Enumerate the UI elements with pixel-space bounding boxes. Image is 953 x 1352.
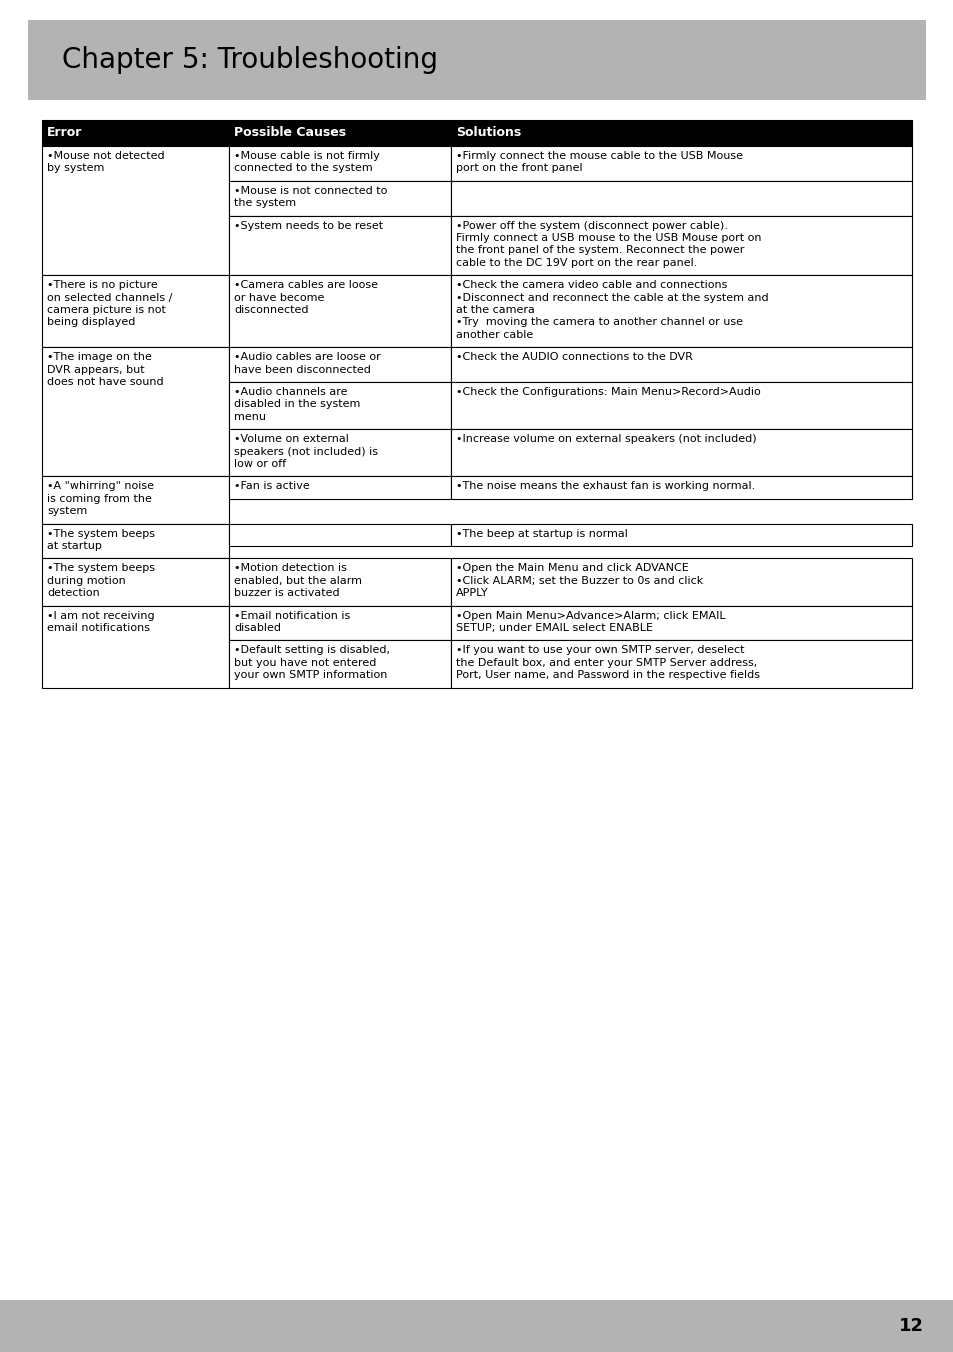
Bar (451, 347, 911, 383)
Bar (229, 523, 451, 546)
Text: Possible Causes: Possible Causes (233, 127, 346, 139)
Bar (0, 1301, 953, 1352)
Text: •Fan is active: •Fan is active (233, 481, 310, 491)
Text: •Mouse cable is not firmly
connected to the system: •Mouse cable is not firmly connected to … (233, 151, 379, 173)
Bar (229, 181, 451, 215)
Text: •Default setting is disabled,
but you have not entered
your own SMTP information: •Default setting is disabled, but you ha… (233, 645, 390, 680)
Bar (229, 429, 451, 476)
Text: •Open Main Menu>Advance>Alarm; click EMAIL
SETUP; under EMAIL select ENABLE: •Open Main Menu>Advance>Alarm; click EMA… (456, 611, 725, 633)
Bar (42, 606, 229, 688)
Text: •System needs to be reset: •System needs to be reset (233, 220, 383, 231)
Bar (42, 146, 229, 276)
Bar (451, 146, 911, 181)
Text: •Camera cables are loose
or have become
disconnected: •Camera cables are loose or have become … (233, 280, 377, 315)
Bar (229, 146, 451, 181)
Bar (229, 215, 451, 276)
Bar (451, 429, 911, 476)
Text: •I am not receiving
email notifications: •I am not receiving email notifications (47, 611, 154, 633)
Text: Solutions: Solutions (456, 127, 520, 139)
Bar (42, 523, 229, 558)
Text: •Email notification is
disabled: •Email notification is disabled (233, 611, 350, 633)
Bar (451, 383, 911, 429)
Text: •Power off the system (disconnect power cable).
Firmly connect a USB mouse to th: •Power off the system (disconnect power … (456, 220, 760, 268)
Text: •Volume on external
speakers (not included) is
low or off: •Volume on external speakers (not includ… (233, 434, 377, 469)
Bar (229, 641, 451, 688)
Text: •A "whirring" noise
is coming from the
system: •A "whirring" noise is coming from the s… (47, 481, 153, 516)
Bar (28, 20, 925, 100)
Bar (451, 641, 911, 688)
Text: •Audio channels are
disabled in the system
menu: •Audio channels are disabled in the syst… (233, 387, 360, 422)
Bar (42, 476, 229, 523)
Text: •Motion detection is
enabled, but the alarm
buzzer is activated: •Motion detection is enabled, but the al… (233, 564, 362, 598)
Text: •Mouse is not connected to
the system: •Mouse is not connected to the system (233, 185, 387, 208)
Text: •Check the AUDIO connections to the DVR: •Check the AUDIO connections to the DVR (456, 353, 692, 362)
Text: •The system beeps
during motion
detection: •The system beeps during motion detectio… (47, 564, 154, 598)
Bar (451, 476, 911, 499)
Text: •The system beeps
at startup: •The system beeps at startup (47, 529, 154, 552)
Text: •If you want to use your own SMTP server, deselect
the Default box, and enter yo: •If you want to use your own SMTP server… (456, 645, 760, 680)
Text: •Check the Configurations: Main Menu>Record>Audio: •Check the Configurations: Main Menu>Rec… (456, 387, 760, 397)
Bar (451, 558, 911, 606)
Bar (229, 558, 451, 606)
Bar (229, 606, 451, 641)
Bar (42, 347, 229, 476)
Bar (42, 276, 229, 347)
Bar (229, 383, 451, 429)
Text: •The image on the
DVR appears, but
does not have sound: •The image on the DVR appears, but does … (47, 353, 164, 387)
Bar (229, 347, 451, 383)
Bar (42, 558, 229, 606)
Text: •Audio cables are loose or
have been disconnected: •Audio cables are loose or have been dis… (233, 353, 380, 375)
Bar (451, 181, 911, 215)
Text: •Increase volume on external speakers (not included): •Increase volume on external speakers (n… (456, 434, 756, 445)
Bar (229, 476, 451, 499)
Text: •Mouse not detected
by system: •Mouse not detected by system (47, 151, 165, 173)
Bar (451, 523, 911, 546)
Bar (451, 606, 911, 641)
Text: •Firmly connect the mouse cable to the USB Mouse
port on the front panel: •Firmly connect the mouse cable to the U… (456, 151, 742, 173)
Text: 12: 12 (898, 1317, 923, 1334)
Bar (451, 215, 911, 276)
Bar (42, 120, 911, 146)
Text: •The beep at startup is normal: •The beep at startup is normal (456, 529, 627, 538)
Text: Chapter 5: Troubleshooting: Chapter 5: Troubleshooting (62, 46, 437, 74)
Bar (451, 276, 911, 347)
Text: •Open the Main Menu and click ADVANCE
•Click ALARM; set the Buzzer to 0s and cli: •Open the Main Menu and click ADVANCE •C… (456, 564, 702, 598)
Text: Error: Error (47, 127, 82, 139)
Text: •Check the camera video cable and connections
•Disconnect and reconnect the cabl: •Check the camera video cable and connec… (456, 280, 768, 339)
Bar (229, 276, 451, 347)
Text: •There is no picture
on selected channels /
camera picture is not
being displaye: •There is no picture on selected channel… (47, 280, 172, 327)
Text: •The noise means the exhaust fan is working normal.: •The noise means the exhaust fan is work… (456, 481, 755, 491)
